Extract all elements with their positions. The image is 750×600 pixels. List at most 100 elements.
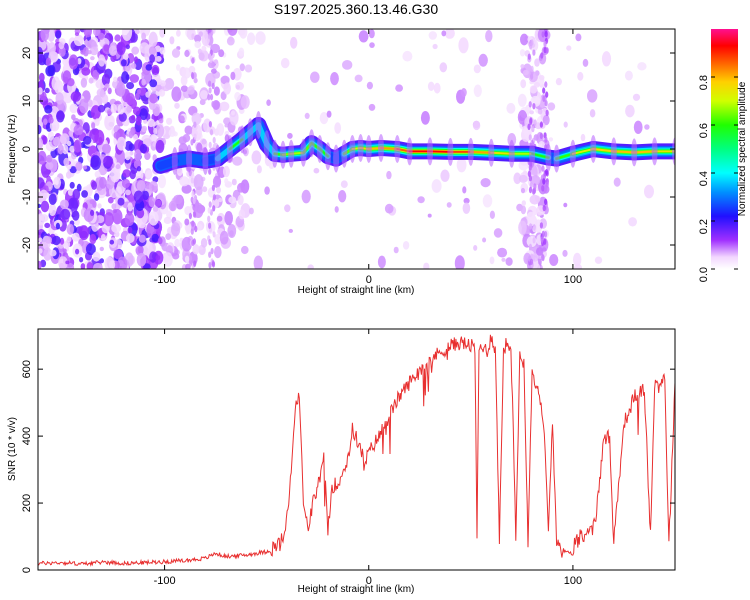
noise-blob [110, 103, 117, 114]
noise-blob [239, 29, 248, 39]
streak-blob [192, 211, 196, 218]
noise-blob [423, 262, 430, 269]
noise-blob [108, 45, 117, 56]
streak-blob [208, 251, 212, 258]
noise-blob [473, 245, 478, 251]
spectrogram-x-tick-label: 0 [366, 274, 372, 286]
noise-blob [520, 33, 529, 46]
streak-blob [208, 222, 212, 229]
noise-blob [101, 73, 110, 86]
ridge-halo [631, 138, 638, 167]
noise-blob [107, 87, 112, 95]
noise-blob [69, 181, 75, 189]
noise-blob [99, 246, 105, 252]
noise-blob [587, 89, 598, 103]
snr-y-ticks: 0 200 400 600 [21, 360, 675, 573]
ridge-halo [300, 138, 307, 167]
noise-blob [71, 114, 76, 121]
noise-blob [395, 84, 403, 92]
ridge-halo [610, 137, 617, 166]
noise-blob [124, 212, 135, 226]
streak-blob [540, 236, 544, 243]
noise-blob [148, 211, 159, 226]
noise-blob [497, 247, 508, 258]
ridge-segment [612, 150, 636, 154]
noise-blob [480, 178, 491, 188]
snr-x-ticks: -100 0 100 [154, 329, 582, 587]
noise-blob [625, 104, 635, 118]
streak-blob [208, 53, 212, 60]
noise-blob [342, 60, 353, 70]
noise-blob [518, 174, 528, 183]
ridge-halo [378, 134, 384, 162]
noise-blob [200, 238, 208, 248]
noise-blob [489, 256, 495, 265]
ridge-halo [186, 144, 193, 173]
noise-blob [118, 112, 127, 122]
noise-blob [369, 42, 375, 48]
noise-blob [38, 72, 45, 83]
noise-blob [121, 71, 129, 84]
noise-blob [124, 189, 131, 196]
streak-blob [208, 141, 212, 149]
noise-blob [38, 54, 46, 62]
noise-blob [47, 29, 55, 42]
streak-blob [543, 40, 547, 48]
noise-blob [135, 115, 142, 126]
noise-blob [83, 29, 92, 38]
streak-blob [532, 103, 536, 110]
noise-blob [67, 78, 75, 87]
streak-blob [208, 168, 212, 175]
noise-blob [90, 155, 101, 171]
noise-blob [45, 236, 52, 244]
noise-blob [70, 91, 82, 102]
streak-blob [192, 197, 196, 205]
ridge-halo [316, 135, 323, 163]
ridge-halo [333, 144, 340, 173]
spectrogram-x-tick-label: -100 [154, 274, 176, 286]
noise-blob [241, 245, 249, 255]
noise-blob [178, 115, 185, 124]
noise-blob [284, 204, 291, 213]
ridge-halo [171, 147, 178, 175]
ridge-halo [214, 144, 221, 173]
ridge-halo [255, 111, 262, 139]
noise-blob [330, 72, 339, 86]
streak-blob [211, 261, 216, 268]
noise-blob [168, 200, 177, 212]
noise-blob [368, 103, 376, 111]
snr-panel: -100 0 100 0 200 400 600 Height of straight l… [7, 328, 676, 595]
noise-blob [417, 196, 425, 204]
noise-blob [126, 82, 135, 90]
noise-blob [136, 89, 141, 95]
noise-blob [102, 143, 111, 154]
noise-blob [402, 50, 413, 62]
noise-blob [601, 51, 612, 67]
noise-blob [113, 131, 121, 139]
ridge-segment [490, 151, 513, 155]
noise-blob [386, 170, 392, 180]
noise-blob [141, 32, 147, 41]
noise-blob [172, 252, 180, 260]
streak-blob [208, 201, 212, 208]
streak-blob [532, 224, 537, 231]
noise-blob [176, 64, 181, 71]
colorbar-tick-label: 0.0 [698, 267, 710, 282]
noise-blob [66, 223, 75, 235]
noise-blob [39, 189, 48, 199]
noise-blob [82, 165, 88, 170]
noise-blob [60, 208, 71, 220]
noise-blob [334, 122, 342, 134]
streak-blob [544, 231, 548, 238]
streak-blob [529, 258, 534, 265]
snr-y-axis-label: SNR (10 * v/v) [7, 417, 18, 481]
noise-blob [99, 176, 107, 189]
ridge-halo [263, 130, 270, 159]
noise-blob [231, 178, 237, 186]
streak-blob [544, 198, 548, 206]
noise-blob [55, 222, 61, 230]
noise-blob [149, 93, 158, 104]
noise-blob [534, 219, 543, 233]
streak-blob [531, 125, 535, 133]
